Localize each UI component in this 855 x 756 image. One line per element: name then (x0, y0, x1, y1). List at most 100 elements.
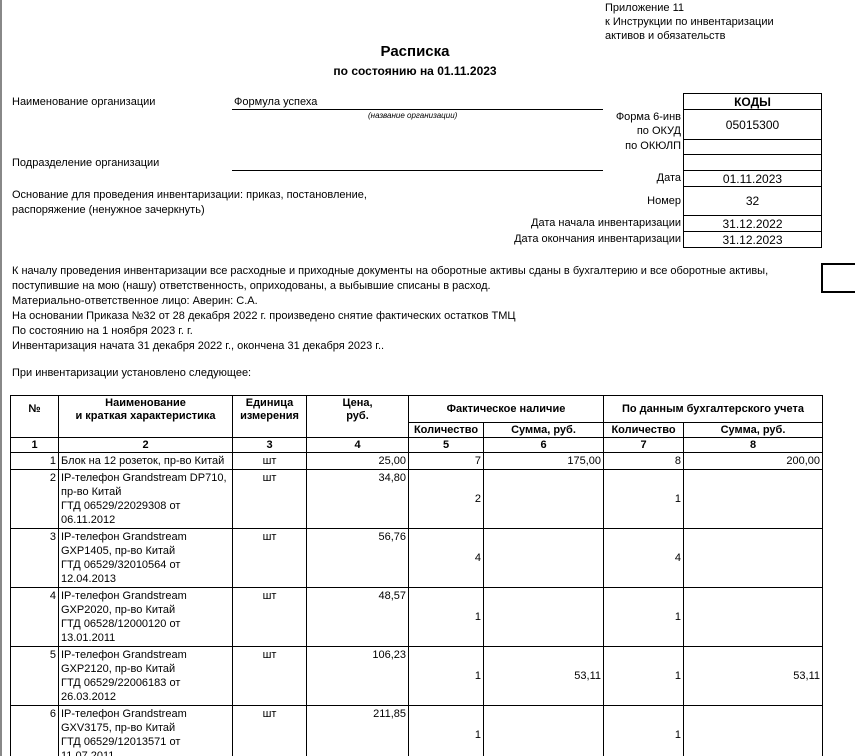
qty-actual[interactable]: 4 (408, 528, 484, 588)
sum-actual[interactable] (483, 528, 604, 588)
sum-books[interactable]: 53,11 (683, 646, 823, 706)
header-qty-actual: Количество (408, 422, 484, 438)
qty-books[interactable]: 1 (603, 469, 684, 529)
sum-books[interactable] (683, 705, 823, 756)
price[interactable]: 56,76 (306, 528, 409, 588)
unit[interactable]: шт (232, 705, 307, 756)
price[interactable]: 25,00 (306, 452, 409, 470)
column-number: 2 (58, 437, 233, 453)
end-date-label: Дата окончания инвентаризации (514, 233, 681, 245)
okulp-value[interactable] (683, 139, 822, 155)
table-row: 3 IP-телефон Grandstream GXP1405, пр-во К… (10, 528, 823, 588)
dept-label: Подразделение организации (12, 157, 160, 169)
table-row: 6 IP-телефон Grandstream GXV3175, пр-во К… (10, 705, 823, 756)
row-number[interactable]: 1 (10, 452, 59, 470)
end-date-value[interactable]: 31.12.2023 (683, 231, 822, 248)
form-label: Форма 6-инв (615, 111, 681, 123)
unit[interactable]: шт (232, 528, 307, 588)
codes-table: КОДЫ 05015300 01.11.2023 32 31.12.2022 3… (683, 93, 822, 248)
sum-books[interactable] (683, 469, 823, 529)
price[interactable]: 34,80 (306, 469, 409, 529)
table-row: 5 IP-телефон Grandstream GXP2120, пр-во К… (10, 646, 823, 706)
paragraph-line: К началу проведения инвентаризации все р… (12, 265, 769, 277)
org-hint: (название организации) (368, 111, 458, 120)
row-number[interactable]: 2 (10, 469, 59, 529)
price[interactable]: 106,23 (306, 646, 409, 706)
item-name[interactable]: Блок на 12 розеток, пр-во Китай (58, 452, 233, 470)
column-number: 1 (10, 437, 59, 453)
header-books: По данным бухгалтерского учета (603, 395, 823, 423)
sum-actual[interactable]: 175,00 (483, 452, 604, 470)
qty-books[interactable]: 4 (603, 528, 684, 588)
column-number: 8 (683, 437, 823, 453)
start-date-value[interactable]: 31.12.2022 (683, 215, 822, 232)
org-underline (232, 109, 603, 110)
price[interactable]: 48,57 (306, 587, 409, 647)
date-value[interactable]: 01.11.2023 (683, 170, 822, 187)
info-paragraphs: К началу проведения инвентаризации все р… (12, 264, 768, 354)
dept-underline[interactable] (232, 170, 603, 171)
column-number: 6 (483, 437, 604, 453)
appendix-line: активов и обязательств (605, 30, 726, 42)
okud-value[interactable]: 05015300 (683, 109, 822, 140)
established-text: При инвентаризации установлено следующее… (12, 367, 252, 379)
header-sum-books: Сумма, руб. (683, 422, 823, 438)
inventory-table: № Наименование и краткая характеристика … (10, 395, 823, 756)
unit[interactable]: шт (232, 452, 307, 470)
number-label: Номер (647, 195, 681, 207)
header-num: № (10, 395, 59, 438)
qty-actual[interactable]: 7 (408, 452, 484, 470)
sum-actual[interactable] (483, 705, 604, 756)
row-number[interactable]: 6 (10, 705, 59, 756)
row-number[interactable]: 3 (10, 528, 59, 588)
date-label: Дата (656, 172, 681, 184)
qty-actual[interactable]: 1 (408, 705, 484, 756)
sum-actual[interactable]: 53,11 (483, 646, 604, 706)
appendix-line: Приложение 11 (605, 2, 684, 14)
unit[interactable]: шт (232, 646, 307, 706)
appendix-line: к Инструкции по инвентаризации (605, 16, 774, 28)
price[interactable]: 211,85 (306, 705, 409, 756)
header-price: Цена, руб. (306, 395, 409, 438)
qty-books[interactable]: 1 (603, 587, 684, 647)
okud-label: по ОКУД (636, 125, 681, 137)
item-name[interactable]: IP-телефон Grandstream GXP2020, пр-во Ки… (58, 587, 233, 647)
header-unit: Единица измерения (232, 395, 307, 438)
page-title: Расписка (380, 43, 450, 60)
qty-books[interactable]: 8 (603, 452, 684, 470)
qty-actual[interactable]: 2 (408, 469, 484, 529)
item-name[interactable]: IP-телефон Grandstream DP710, пр-во Кита… (58, 469, 233, 529)
paragraph-line: поступившие на мою (нашу) ответственност… (12, 280, 491, 292)
selected-cell-box[interactable] (821, 263, 855, 293)
page-subtitle: по состоянию на 01.11.2023 (333, 64, 497, 78)
table-row: 1 Блок на 12 розеток, пр-во Китай шт 25,00 7… (10, 452, 823, 470)
item-name[interactable]: IP-телефон Grandstream GXP1405, пр-во Ки… (58, 528, 233, 588)
row-number[interactable]: 4 (10, 587, 59, 647)
qty-actual[interactable]: 1 (408, 587, 484, 647)
extra-code-value[interactable] (683, 154, 822, 171)
sum-books[interactable]: 200,00 (683, 452, 823, 470)
item-name[interactable]: IP-телефон Grandstream GXV3175, пр-во Ки… (58, 705, 233, 756)
header-name: Наименование и краткая характеристика (58, 395, 233, 438)
number-value[interactable]: 32 (683, 186, 822, 216)
sum-actual[interactable] (483, 469, 604, 529)
column-number: 5 (408, 437, 484, 453)
okulp-label: по ОКЮЛП (625, 140, 681, 152)
left-border (0, 0, 2, 756)
sum-actual[interactable] (483, 587, 604, 647)
basis-line: распоряжение (ненужное зачеркнуть) (12, 204, 205, 216)
paragraph-line: На основании Приказа №32 от 28 декабря 2… (12, 310, 516, 322)
row-number[interactable]: 5 (10, 646, 59, 706)
item-name[interactable]: IP-телефон Grandstream GXP2120, пр-во Ки… (58, 646, 233, 706)
org-value[interactable]: Формула успеха (234, 96, 318, 108)
qty-books[interactable]: 1 (603, 646, 684, 706)
qty-books[interactable]: 1 (603, 705, 684, 756)
column-number: 7 (603, 437, 684, 453)
unit[interactable]: шт (232, 469, 307, 529)
sum-books[interactable] (683, 587, 823, 647)
unit[interactable]: шт (232, 587, 307, 647)
qty-actual[interactable]: 1 (408, 646, 484, 706)
sum-books[interactable] (683, 528, 823, 588)
